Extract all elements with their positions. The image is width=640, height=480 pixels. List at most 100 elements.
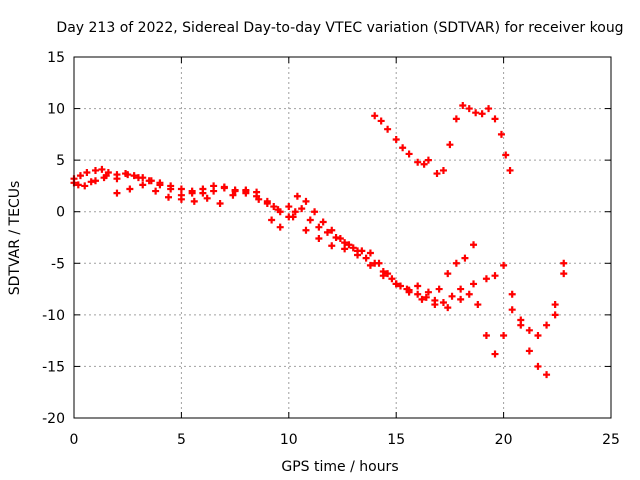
- data-point: [500, 331, 508, 339]
- data-point: [100, 174, 108, 182]
- series-track-e: [433, 101, 514, 178]
- data-point: [459, 101, 467, 109]
- x-axis: 0 5 10 15 20 25: [70, 57, 620, 448]
- data-point: [525, 347, 533, 355]
- data-point: [231, 187, 239, 195]
- data-point: [517, 316, 525, 324]
- data-point: [156, 181, 164, 189]
- data-point: [145, 177, 153, 185]
- y-tick-label: -10: [42, 308, 65, 324]
- data-point: [482, 275, 490, 283]
- data-point: [76, 172, 84, 180]
- data-point: [502, 151, 510, 159]
- data-points: [70, 101, 568, 379]
- data-point: [491, 350, 499, 358]
- plot-frame: [73, 56, 612, 419]
- data-point: [341, 245, 349, 253]
- data-point: [384, 270, 392, 278]
- data-point: [216, 199, 224, 207]
- data-point: [461, 254, 469, 262]
- data-point: [439, 166, 447, 174]
- data-point: [199, 185, 207, 193]
- grid: [74, 57, 611, 418]
- data-point: [354, 251, 362, 259]
- data-point: [396, 282, 404, 290]
- data-point: [414, 282, 422, 290]
- data-point: [134, 174, 142, 182]
- data-point: [384, 125, 392, 133]
- data-point: [424, 288, 432, 296]
- data-point: [388, 275, 396, 283]
- data-point: [268, 216, 276, 224]
- x-tick-label: 0: [70, 432, 79, 448]
- data-point: [242, 189, 250, 197]
- y-tick-label: 10: [47, 102, 65, 118]
- data-point: [113, 175, 121, 183]
- data-point: [366, 261, 374, 269]
- data-point: [152, 187, 160, 195]
- data-point: [470, 280, 478, 288]
- data-point: [431, 301, 439, 309]
- data-point: [482, 331, 490, 339]
- data-point: [274, 206, 282, 214]
- data-point: [560, 270, 568, 278]
- series-track-a: [70, 165, 478, 296]
- data-point: [422, 293, 430, 301]
- data-point: [124, 171, 132, 179]
- data-point: [323, 228, 331, 236]
- data-point: [302, 226, 310, 234]
- data-point: [315, 235, 323, 243]
- data-point: [444, 304, 452, 312]
- data-point: [433, 170, 441, 178]
- data-point: [203, 194, 211, 202]
- data-point: [91, 166, 99, 174]
- data-point: [392, 136, 400, 144]
- data-point: [83, 169, 91, 177]
- data-point: [478, 110, 486, 118]
- data-point: [336, 235, 344, 243]
- y-tick-label: -20: [42, 411, 65, 427]
- data-point: [210, 182, 218, 190]
- data-point: [311, 208, 319, 216]
- data-point: [444, 270, 452, 278]
- data-point: [341, 239, 349, 247]
- data-point: [190, 197, 198, 205]
- data-point: [448, 292, 456, 300]
- data-point: [81, 182, 89, 190]
- y-tick-label: -5: [51, 256, 65, 272]
- data-point: [319, 218, 327, 226]
- data-point: [306, 216, 314, 224]
- data-point: [485, 105, 493, 113]
- x-tick-label: 25: [602, 432, 620, 448]
- data-point: [371, 259, 379, 267]
- x-tick-label: 15: [387, 432, 405, 448]
- data-point: [491, 272, 499, 280]
- data-point: [289, 213, 297, 221]
- data-point: [452, 115, 460, 123]
- data-point: [405, 288, 413, 296]
- data-point: [465, 290, 473, 298]
- x-tick-label: 5: [177, 432, 186, 448]
- data-point: [418, 295, 426, 303]
- data-point: [130, 172, 138, 180]
- data-point: [508, 306, 516, 314]
- data-point: [328, 226, 336, 234]
- data-point: [362, 254, 370, 262]
- data-point: [220, 183, 228, 191]
- data-point: [328, 242, 336, 250]
- data-point: [543, 321, 551, 329]
- chart-title: Day 213 of 2022, Sidereal Day-to-day VTE…: [56, 20, 623, 36]
- data-point: [188, 189, 196, 197]
- data-point: [534, 331, 542, 339]
- y-tick-label: 5: [56, 153, 65, 169]
- data-point: [414, 290, 422, 298]
- data-point: [405, 150, 413, 158]
- data-point: [126, 185, 134, 193]
- data-point: [87, 178, 95, 186]
- data-point: [424, 156, 432, 164]
- series-track-b: [70, 171, 568, 379]
- data-point: [74, 181, 82, 189]
- data-point: [506, 166, 514, 174]
- data-point: [446, 141, 454, 149]
- data-point: [113, 189, 121, 197]
